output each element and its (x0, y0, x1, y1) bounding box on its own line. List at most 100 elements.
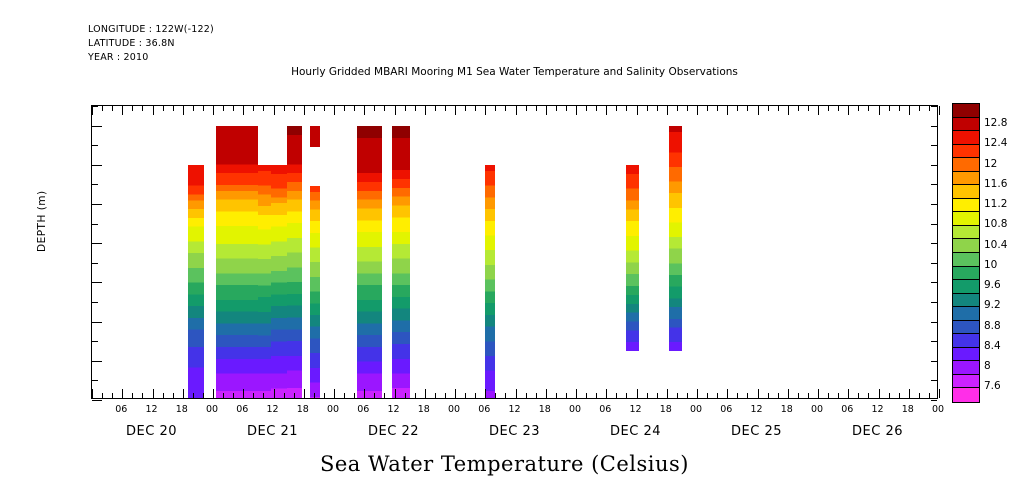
x-tick-bottom (92, 389, 93, 398)
x-tick-bottom (697, 389, 698, 398)
plot-area (91, 105, 940, 401)
colorbar-band (953, 347, 979, 362)
colorbar-tick-label: 11.2 (984, 198, 1008, 211)
x-tick-top (939, 106, 940, 115)
x-axis-hour-label: 12 (387, 404, 400, 415)
x-tick-top (132, 106, 134, 111)
x-tick-bottom (636, 389, 638, 398)
x-tick-bottom (132, 393, 134, 398)
colorbar-band (953, 374, 979, 389)
x-tick-bottom (868, 393, 870, 398)
temperature-profile-column (391, 125, 410, 398)
x-tick-top (273, 106, 275, 115)
x-tick-bottom (858, 393, 860, 398)
x-axis-hour-label: 00 (326, 404, 340, 415)
x-tick-bottom (444, 393, 446, 398)
y-tick-left (92, 282, 102, 284)
x-tick-top (475, 106, 477, 111)
x-tick-bottom (293, 393, 295, 398)
x-tick-top (606, 106, 608, 115)
x-tick-top (878, 106, 880, 115)
x-axis-hour-label: 00 (931, 404, 945, 415)
x-tick-bottom (818, 389, 819, 398)
x-tick-bottom (455, 389, 456, 398)
x-tick-bottom (545, 389, 547, 398)
colorbar-tick-label: 9.6 (984, 279, 1001, 292)
x-tick-top (898, 106, 900, 111)
x-tick-bottom (404, 393, 406, 398)
x-tick-top (848, 106, 850, 115)
y-axis-title: DEPTH (m) (36, 190, 48, 252)
colorbar-tick-label: 12 (984, 157, 998, 170)
colorbar-band (953, 158, 979, 172)
x-tick-bottom (495, 393, 497, 398)
x-axis-hour-label: 06 (841, 404, 854, 415)
x-tick-bottom (485, 389, 487, 398)
x-axis-title: Sea Water Temperature (Celsius) (319, 452, 689, 476)
x-tick-top (777, 106, 779, 111)
x-tick-bottom (606, 389, 608, 398)
x-tick-top (283, 106, 285, 111)
x-tick-bottom (727, 389, 729, 398)
x-tick-top (697, 106, 698, 115)
temperature-profile-column (187, 164, 205, 398)
x-axis-hour-label: 12 (145, 404, 158, 415)
x-tick-bottom (152, 389, 154, 398)
x-tick-top (293, 106, 295, 111)
x-tick-top (666, 106, 668, 115)
y-tick-right (931, 282, 937, 284)
x-tick-top (414, 106, 416, 111)
x-axis-day-label: DEC 23 (489, 424, 540, 439)
x-tick-bottom (253, 393, 255, 398)
colorbar-band (953, 361, 979, 375)
x-tick-bottom (202, 393, 204, 398)
x-tick-bottom (626, 393, 628, 398)
x-tick-bottom (888, 393, 890, 398)
x-tick-top (142, 106, 144, 111)
longitude-label: LONGITUDE : 122W(-122) (88, 24, 214, 35)
colorbar-tick-label: 7.6 (984, 380, 1001, 393)
x-tick-bottom (424, 389, 426, 398)
x-tick-bottom (112, 393, 114, 398)
x-tick-bottom (828, 393, 830, 398)
colorbar-band (953, 293, 979, 308)
x-tick-top (102, 106, 104, 111)
x-tick-top (908, 106, 910, 115)
y-tick-right (931, 223, 937, 225)
x-axis-hour-label: 18 (417, 404, 430, 415)
x-tick-bottom (374, 393, 376, 398)
x-tick-top (636, 106, 638, 115)
x-axis-hour-label: 00 (447, 404, 461, 415)
colorbar-band (953, 239, 979, 253)
x-axis-hour-label: 12 (629, 404, 642, 415)
x-tick-bottom (283, 393, 285, 398)
y-tick-left (92, 106, 98, 107)
x-tick-bottom (928, 393, 930, 398)
x-axis-hour-label: 12 (750, 404, 763, 415)
x-tick-bottom (475, 393, 477, 398)
y-tick-left (92, 262, 98, 264)
y-tick-left (92, 204, 102, 205)
x-tick-bottom (384, 393, 386, 398)
y-tick-right (931, 380, 937, 382)
colorbar-band (953, 117, 979, 132)
x-axis-day-label: DEC 22 (368, 424, 419, 439)
y-tick-left (92, 302, 98, 303)
x-axis-hour-label: 12 (266, 404, 279, 415)
y-tick-left (92, 400, 102, 401)
x-tick-bottom (616, 393, 618, 398)
x-tick-top (162, 106, 164, 111)
y-tick-right (931, 400, 937, 401)
x-tick-bottom (787, 389, 789, 398)
x-tick-bottom (565, 393, 567, 398)
x-tick-bottom (434, 393, 436, 398)
year-label: YEAR : 2010 (88, 52, 149, 63)
x-tick-bottom (263, 393, 265, 398)
colorbar-band (953, 320, 979, 335)
colorbar-band (953, 307, 979, 321)
y-tick-left (92, 223, 98, 225)
x-tick-bottom (676, 393, 678, 398)
x-axis-hour-label: 18 (175, 404, 188, 415)
x-tick-top (344, 106, 346, 111)
y-tick-right (931, 262, 937, 264)
